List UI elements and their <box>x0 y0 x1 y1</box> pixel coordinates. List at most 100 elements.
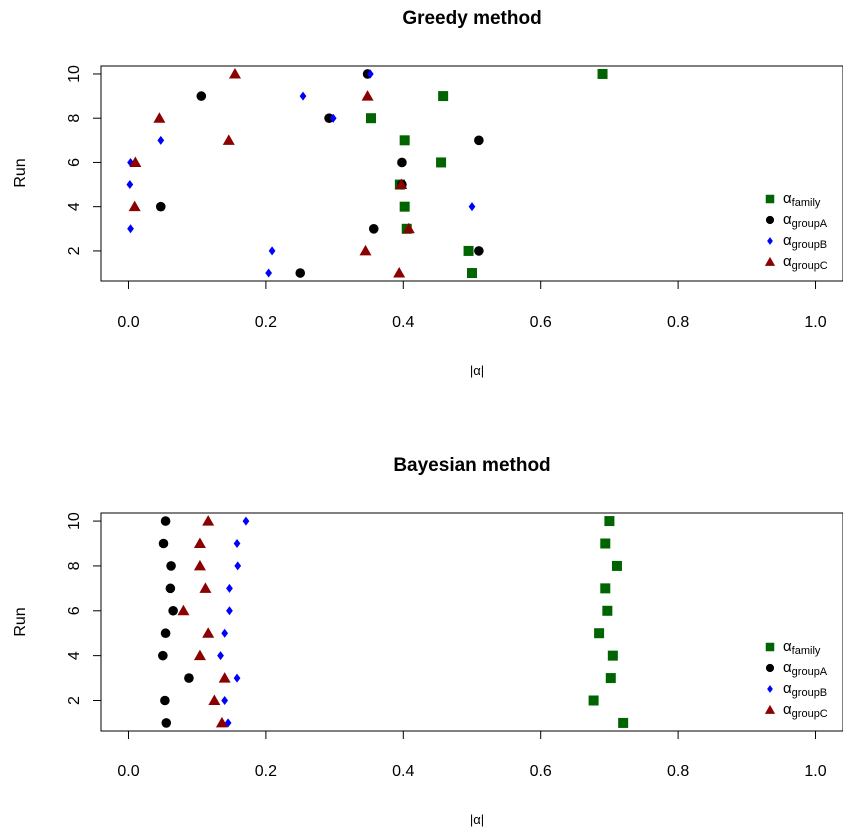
data-point-groupA <box>184 673 194 683</box>
data-point-groupC <box>208 694 221 705</box>
y-tick-label: 4 <box>66 651 83 660</box>
y-tick-label: 8 <box>66 561 83 570</box>
legend-marker-groupC <box>764 256 776 266</box>
y-tick-label: 10 <box>66 65 83 83</box>
data-point-groupC <box>193 537 206 549</box>
legend-marker-groupB <box>767 685 773 693</box>
x-tick-label: 0.0 <box>117 763 139 780</box>
data-point-family <box>436 157 447 168</box>
legend-marker-family <box>765 642 775 652</box>
legend-marker-groupA <box>765 215 775 225</box>
data-point-groupA <box>160 628 171 639</box>
data-point-groupB <box>126 180 134 190</box>
data-point-groupA <box>160 516 171 526</box>
legend-item-family: αfamily <box>765 190 821 209</box>
data-point-family <box>399 201 410 212</box>
y-axis: 2 4 6 8 10 <box>66 65 102 255</box>
data-point-family <box>602 605 613 616</box>
legend-label-groupA: αgroupA <box>783 659 828 678</box>
data-point-groupB <box>233 539 241 549</box>
chart-title: Greedy method <box>402 8 541 29</box>
data-point-groupA <box>161 718 172 728</box>
legend-marker-groupB <box>767 237 773 245</box>
data-point-groupA <box>324 113 334 124</box>
data-point-groupB <box>157 135 165 145</box>
legend-marker-family <box>765 194 775 204</box>
legend-item-groupB: αgroupB <box>767 232 827 251</box>
chart-title: Bayesian method <box>393 455 550 476</box>
data-points <box>126 67 608 279</box>
data-point-groupC <box>202 627 215 638</box>
data-point-family <box>438 91 449 102</box>
data-point-groupC <box>218 672 231 683</box>
legend: αfamily αgroupA αgroupB αgroupC <box>764 190 828 272</box>
data-point-groupA <box>196 91 207 101</box>
y-tick-label: 6 <box>66 158 83 167</box>
legend-label-groupC: αgroupC <box>783 253 828 272</box>
x-tick-label: 0.4 <box>392 314 414 331</box>
data-point-groupB <box>268 246 276 256</box>
data-point-groupA <box>160 695 170 706</box>
data-point-family <box>463 245 474 256</box>
x-tick-label: 0.8 <box>667 763 689 780</box>
legend-item-groupA: αgroupA <box>765 659 828 678</box>
data-point-groupB <box>234 561 242 571</box>
data-point-groupC <box>202 515 215 526</box>
legend-marker-groupC <box>764 704 776 714</box>
x-tick-label: 0.2 <box>255 314 277 331</box>
chart-bayesian: Bayesian method 0.0 0.2 0.4 0.6 0.8 1.0 2 4 6 8 1… <box>12 455 843 827</box>
legend-label-family: αfamily <box>783 638 821 657</box>
data-point-groupB <box>299 91 307 101</box>
data-point-groupC <box>402 222 415 234</box>
data-point-groupB <box>242 516 250 526</box>
data-point-groupA <box>158 650 168 661</box>
legend-label-groupB: αgroupB <box>783 232 827 251</box>
data-point-groupC <box>193 559 206 571</box>
data-point-groupC <box>177 604 190 616</box>
data-point-family <box>600 583 611 594</box>
x-tick-label: 0.8 <box>667 314 689 331</box>
legend-item-groupC: αgroupC <box>764 253 828 272</box>
data-point-groupA <box>155 201 166 212</box>
data-point-groupC <box>359 244 372 256</box>
data-point-groupA <box>166 561 176 571</box>
y-axis-label: Run <box>12 607 29 636</box>
data-point-family <box>597 68 608 79</box>
data-point-groupC <box>193 649 206 661</box>
data-point-family <box>604 516 615 527</box>
data-point-family <box>607 650 618 661</box>
data-point-groupC <box>222 134 235 145</box>
x-axis: 0.0 0.2 0.4 0.6 0.8 1.0 <box>117 280 827 331</box>
legend-label-groupC: αgroupC <box>783 701 828 720</box>
data-point-groupB <box>127 224 134 234</box>
data-point-family <box>605 673 616 684</box>
x-tick-label: 0.6 <box>530 763 552 780</box>
legend-label-groupB: αgroupB <box>783 680 827 699</box>
data-point-groupC <box>395 178 408 190</box>
y-tick-label: 2 <box>66 246 83 255</box>
x-tick-label: 1.0 <box>804 314 826 331</box>
data-point-groupB <box>468 202 476 212</box>
data-point-groupA <box>165 583 176 594</box>
data-point-groupC <box>361 90 374 101</box>
data-point-family <box>467 268 477 279</box>
legend-item-groupB: αgroupB <box>767 680 827 699</box>
legend-item-family: αfamily <box>765 638 821 657</box>
data-point-groupA <box>158 538 169 549</box>
data-point-family <box>594 628 605 639</box>
legend-item-groupA: αgroupA <box>765 211 828 230</box>
data-point-family <box>366 113 377 124</box>
y-tick-label: 4 <box>66 202 83 211</box>
x-tick-label: 0.6 <box>530 314 552 331</box>
x-axis: 0.0 0.2 0.4 0.6 0.8 1.0 <box>117 730 827 780</box>
y-tick-label: 8 <box>66 114 83 123</box>
data-point-family <box>399 135 410 146</box>
data-points <box>158 515 629 728</box>
y-tick-label: 10 <box>66 512 83 530</box>
data-point-groupA <box>168 605 178 616</box>
data-point-groupB <box>265 268 273 278</box>
legend-label-family: αfamily <box>783 190 821 209</box>
legend: αfamily αgroupA αgroupB αgroupC <box>764 638 828 720</box>
data-point-groupC <box>129 156 142 167</box>
